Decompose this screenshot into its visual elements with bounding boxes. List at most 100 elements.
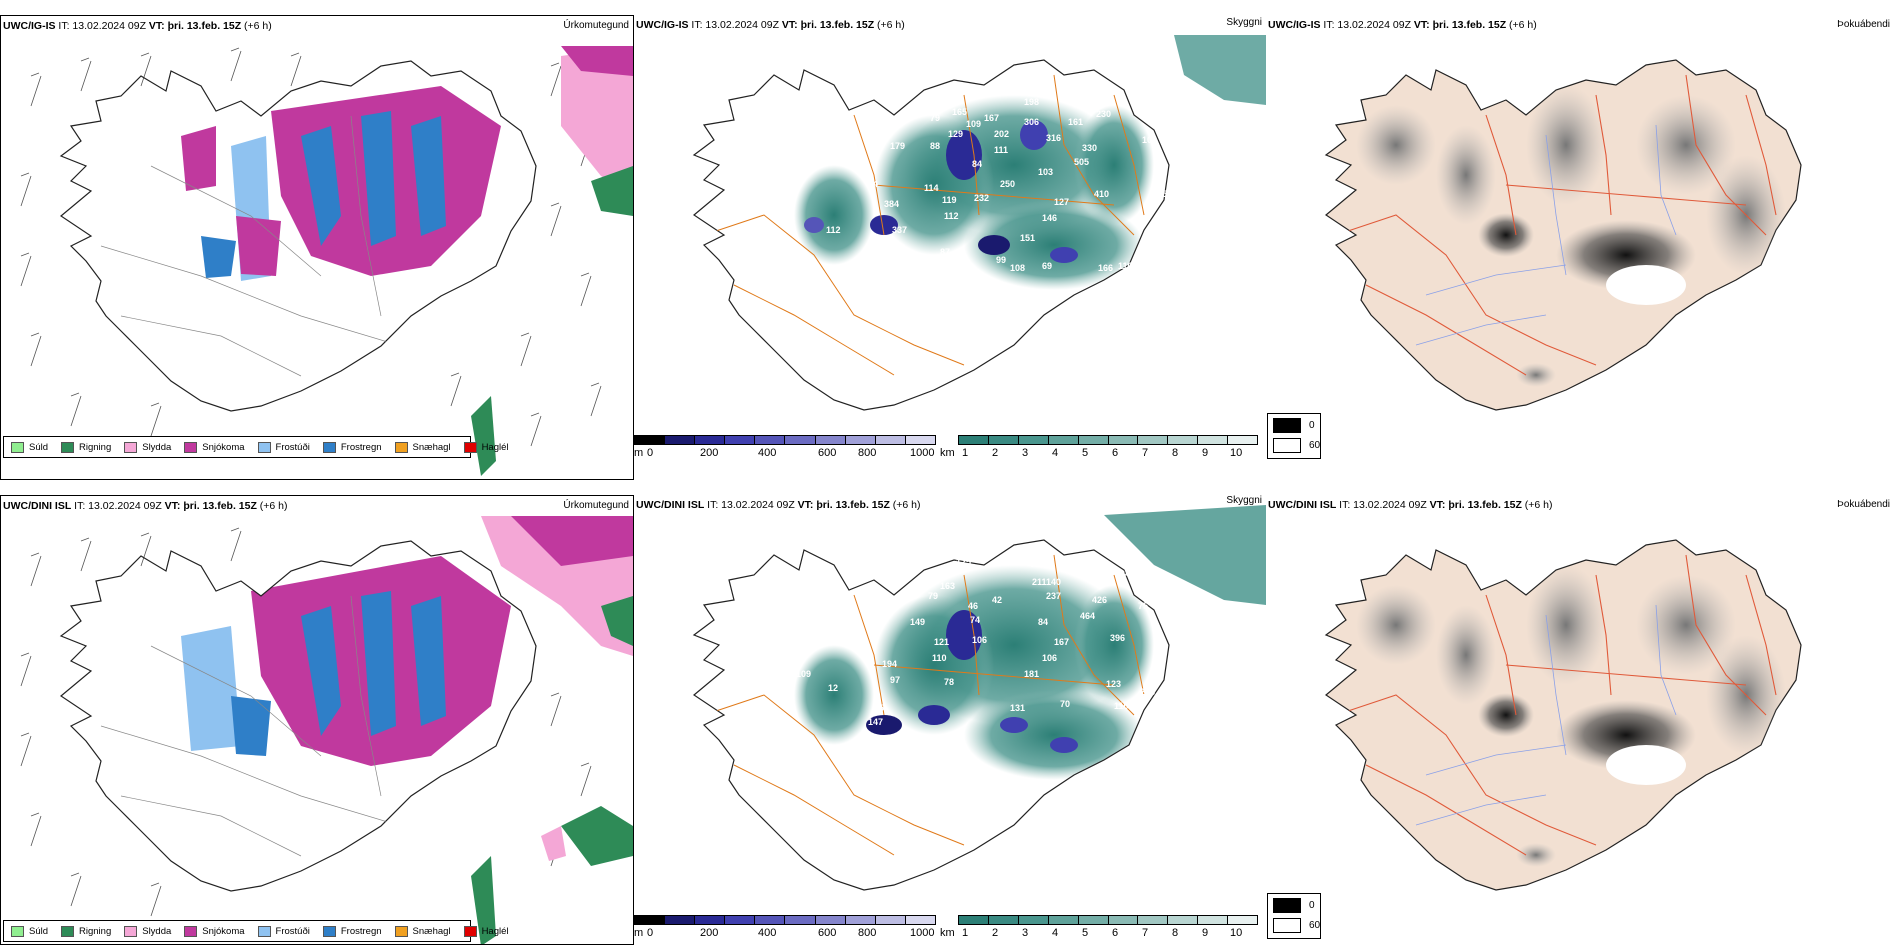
model-label: UWC/IG-IS: [636, 19, 689, 31]
legend-label: Snjókoma: [202, 925, 245, 937]
panel-title: Úrkomutegund: [563, 500, 629, 511]
model-label: UWC/IG-IS: [1268, 19, 1321, 31]
valid-time: þri. 13.feb. 15Z: [167, 20, 242, 32]
tick-label: 6: [1112, 447, 1119, 459]
legend-item-sild: Súld: [11, 441, 48, 453]
map-label: 106: [1042, 653, 1057, 663]
map-label: 111: [994, 145, 1008, 155]
map-label: 121: [934, 637, 949, 647]
tick-label: 400: [758, 927, 777, 939]
valid-time: þri. 13.feb. 15Z: [800, 19, 875, 31]
panel-header: UWC/IG-IS IT: 13.02.2024 09Z VT: þri. 13…: [3, 20, 272, 32]
tick-label: 7: [1142, 447, 1149, 459]
map-label: 64: [866, 247, 876, 257]
valid-time: þri. 13.feb. 15Z: [183, 500, 257, 512]
legend-label: Haglél: [481, 925, 509, 937]
map-label: 151: [1020, 233, 1035, 243]
tick-label: 800: [858, 447, 877, 459]
map-label: 396: [1110, 633, 1125, 643]
legend-swatch: [463, 925, 477, 937]
legend-swatch: [11, 441, 24, 453]
fog-panel-row1: UWC/IG-IS IT: 13.02.2024 09Z VT: þri. 13…: [1266, 15, 1898, 480]
tick-label: 1000: [910, 927, 935, 939]
legend-label: Frostúði: [275, 925, 310, 937]
panel-header: UWC/IG-IS IT: 13.02.2024 09Z VT: þri. 13…: [636, 19, 905, 31]
legend-item-rigning: Rigning: [61, 441, 111, 453]
legend-swatch: [463, 441, 477, 453]
init-time: IT: 13.02.2024 09Z: [691, 19, 779, 31]
panel-title: Þokuábendi: [1837, 499, 1890, 510]
tick-label: 200: [700, 447, 719, 459]
legend-swatch: [61, 925, 75, 937]
map-label: 32: [1164, 201, 1174, 211]
map-label: 109: [796, 669, 811, 679]
map-label: 202: [994, 129, 1009, 139]
panel-title: Þokuábendi: [1837, 19, 1890, 30]
map-label: 248: [1120, 569, 1135, 579]
map-label: 106: [972, 635, 987, 645]
init-time: IT: 13.02.2024 09Z: [1323, 19, 1411, 31]
legend-label: Frostregn: [340, 925, 382, 937]
map-label: 194: [882, 659, 897, 669]
tick-label: 9: [1202, 447, 1209, 459]
lead-time: (+6 h): [244, 20, 272, 32]
legend-swatch-white: [1273, 918, 1301, 933]
legend-swatch: [322, 441, 336, 453]
visibility-scale: km 1 2 3 4 5 6 7 8 9 10: [940, 435, 1258, 467]
panel-title: Úrkomutegund: [563, 20, 629, 31]
map-label: 127: [1054, 197, 1069, 207]
tick-label: 600: [818, 447, 837, 459]
map-label: 167: [1054, 637, 1069, 647]
ceiling-scale: m 0 200 400 600 800 1000: [634, 915, 936, 947]
map-label: 74: [970, 615, 980, 625]
map-label: 108: [1010, 263, 1025, 273]
legend-item-rigning: Rigning: [61, 925, 112, 937]
tick-label: 8: [1172, 447, 1179, 459]
ceiling-value-labels: 609 125 91 173 163 79 211 140 248 165 46…: [796, 541, 1184, 727]
legend-swatch: [124, 441, 138, 453]
map-label: 165: [952, 107, 967, 117]
map-label: 82: [1174, 607, 1184, 617]
tick-label: 1000: [910, 447, 935, 459]
map-label: 109: [966, 119, 981, 129]
panel-header: UWC/DINI ISL IT: 13.02.2024 09Z VT: þri.…: [1268, 499, 1553, 511]
init-time: IT: 13.02.2024 09Z: [1339, 499, 1427, 511]
legend-label: Haglél: [481, 441, 509, 453]
legend-value: 0: [1309, 900, 1315, 911]
fog-legend-row1: 0 60: [1267, 413, 1321, 459]
legend-label: Rigning: [79, 925, 112, 937]
visibility-ticks: km 1 2 3 4 5 6 7 8 9 10: [940, 445, 1258, 459]
map-label: 64: [868, 179, 878, 189]
precip-map: [20, 516, 633, 944]
map-label: 99: [996, 255, 1006, 265]
tick-label: 400: [758, 447, 777, 459]
panel-title: Skyggni: [1226, 495, 1262, 506]
map-label: 167: [984, 113, 999, 123]
map-label: 173: [1096, 573, 1111, 583]
legend-swatch: [394, 441, 408, 453]
lead-time: (+6 h): [259, 500, 288, 512]
map-label: 505: [1074, 157, 1089, 167]
init-time: IT: 13.02.2024 09Z: [58, 20, 146, 32]
map-label: 110: [1114, 701, 1129, 711]
map-label: 84: [1038, 617, 1048, 627]
map-label: 87: [940, 247, 950, 257]
map-label: 88: [930, 141, 940, 151]
tick-label: 1: [962, 447, 969, 459]
map-label: 211: [1032, 577, 1047, 587]
legend-item-slydda: Slydda: [124, 925, 171, 937]
panel-header: UWC/DINI ISL IT: 13.02.2024 09Z VT: þri.…: [3, 500, 288, 512]
ceiling-ticks: m 0 200 400 600 800 1000: [634, 445, 936, 459]
map-label: 116: [1118, 261, 1133, 271]
legend-item-snjokoma: Snjókoma: [184, 441, 245, 453]
valid-time: þri. 13.feb. 15Z: [1432, 19, 1507, 31]
map-label: 114: [924, 183, 939, 193]
map-label: 410: [1094, 189, 1109, 199]
map-label: 166: [1098, 263, 1113, 273]
panel-title: Skyggni: [1226, 17, 1262, 28]
legend-value: 60: [1309, 440, 1321, 451]
map-label: 79: [930, 113, 940, 123]
legend-item-snjokoma: Snjókoma: [184, 925, 245, 937]
map-label: 181: [1024, 669, 1039, 679]
legend-value: 60: [1309, 920, 1321, 931]
